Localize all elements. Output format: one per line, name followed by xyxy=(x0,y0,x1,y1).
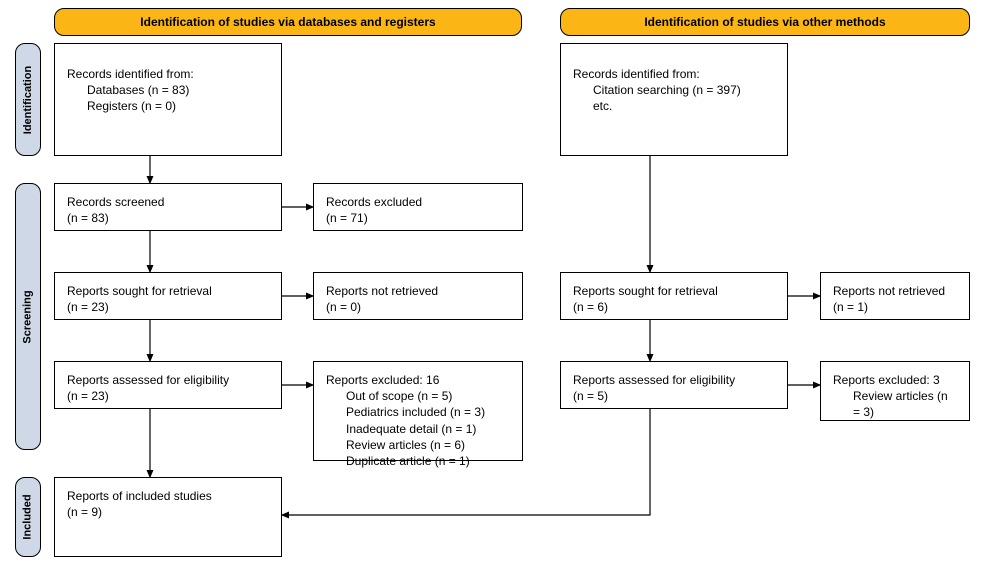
left-screened-n: (n = 83) xyxy=(67,210,269,226)
box-right-excl: Reports excluded: 3 Review articles (n =… xyxy=(820,361,970,421)
left-excluded-title: Records excluded xyxy=(326,194,510,210)
left-included-title: Reports of included studies xyxy=(67,488,269,504)
left-screened-title: Records screened xyxy=(67,194,269,210)
stage-screening: Screening xyxy=(15,183,41,450)
box-right-notret: Reports not retrieved (n = 1) xyxy=(820,272,970,320)
stage-identification-text: Identification xyxy=(22,65,34,133)
right-assessed-title: Reports assessed for eligibility xyxy=(573,372,775,388)
right-excl-title: Reports excluded: 3 xyxy=(833,372,957,388)
box-left-included: Reports of included studies (n = 9) xyxy=(54,477,282,557)
left-sought-n: (n = 23) xyxy=(67,299,269,315)
right-identified-line-0: Citation searching (n = 397) xyxy=(573,82,775,98)
box-left-sought: Reports sought for retrieval (n = 23) xyxy=(54,272,282,320)
left-excl2-line-1: Pediatrics included (n = 3) xyxy=(326,404,510,420)
left-notret-n: (n = 0) xyxy=(326,299,510,315)
header-databases: Identification of studies via databases … xyxy=(54,8,522,36)
right-identified-line-1: etc. xyxy=(573,98,775,114)
left-assessed-n: (n = 23) xyxy=(67,388,269,404)
header-databases-text: Identification of studies via databases … xyxy=(140,15,435,29)
left-assessed-title: Reports assessed for eligibility xyxy=(67,372,269,388)
box-left-excluded: Records excluded (n = 71) xyxy=(313,183,523,231)
left-identified-line-0: Databases (n = 83) xyxy=(67,82,269,98)
left-excl2-line-3: Review articles (n = 6) xyxy=(326,437,510,453)
left-excl2-line-0: Out of scope (n = 5) xyxy=(326,388,510,404)
left-excl2-line-4: Duplicate article (n = 1) xyxy=(326,453,510,469)
right-sought-title: Reports sought for retrieval xyxy=(573,283,775,299)
stage-included: Included xyxy=(15,477,41,557)
left-identified-title: Records identified from: xyxy=(67,66,269,82)
right-notret-title: Reports not retrieved xyxy=(833,283,957,299)
header-other: Identification of studies via other meth… xyxy=(560,8,970,36)
stage-included-text: Included xyxy=(22,494,34,539)
left-identified-line-1: Registers (n = 0) xyxy=(67,98,269,114)
stage-identification: Identification xyxy=(15,43,41,156)
right-notret-n: (n = 1) xyxy=(833,299,957,315)
stage-screening-text: Screening xyxy=(22,290,34,343)
left-excluded-n: (n = 71) xyxy=(326,210,510,226)
right-identified-title: Records identified from: xyxy=(573,66,775,82)
box-left-excl2: Reports excluded: 16 Out of scope (n = 5… xyxy=(313,361,523,461)
header-other-text: Identification of studies via other meth… xyxy=(644,15,885,29)
box-left-screened: Records screened (n = 83) xyxy=(54,183,282,231)
right-sought-n: (n = 6) xyxy=(573,299,775,315)
left-notret-title: Reports not retrieved xyxy=(326,283,510,299)
box-left-identified: Records identified from: Databases (n = … xyxy=(54,43,282,156)
box-right-identified: Records identified from: Citation search… xyxy=(560,43,788,156)
box-right-sought: Reports sought for retrieval (n = 6) xyxy=(560,272,788,320)
left-sought-title: Reports sought for retrieval xyxy=(67,283,269,299)
box-left-notret: Reports not retrieved (n = 0) xyxy=(313,272,523,320)
box-right-assessed: Reports assessed for eligibility (n = 5) xyxy=(560,361,788,409)
left-excl2-title: Reports excluded: 16 xyxy=(326,372,510,388)
left-included-n: (n = 9) xyxy=(67,504,269,520)
right-assessed-n: (n = 5) xyxy=(573,388,775,404)
right-excl-line-0: Review articles (n = 3) xyxy=(833,388,957,420)
left-excl2-line-2: Inadequate detail (n = 1) xyxy=(326,421,510,437)
box-left-assessed: Reports assessed for eligibility (n = 23… xyxy=(54,361,282,409)
